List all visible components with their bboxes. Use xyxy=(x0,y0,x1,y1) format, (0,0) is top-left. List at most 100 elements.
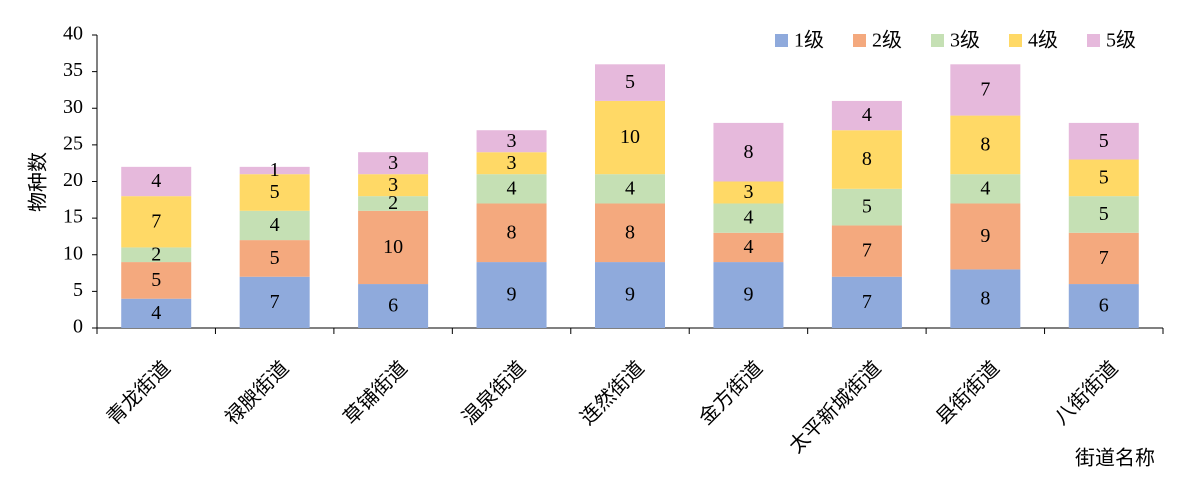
data-label: 9 xyxy=(625,284,635,306)
data-label: 9 xyxy=(743,284,753,306)
data-label: 5 xyxy=(151,269,161,291)
bar-segment xyxy=(950,64,1021,116)
data-label: 5 xyxy=(270,181,280,203)
data-label: 10 xyxy=(383,236,403,258)
bar-segment xyxy=(239,166,310,175)
y-tick-label: 20 xyxy=(63,169,83,191)
data-label: 4 xyxy=(980,177,990,199)
data-label: 9 xyxy=(507,284,517,306)
x-tick-label: 县街街道 xyxy=(931,357,1004,430)
data-label: 7 xyxy=(151,210,161,232)
x-tick-label: 太平新城街道 xyxy=(785,357,886,458)
legend-swatch xyxy=(775,34,788,47)
bar-segment xyxy=(595,100,665,175)
data-label: 4 xyxy=(270,214,280,236)
legend-label: 2级 xyxy=(872,29,902,52)
x-tick-label: 禄腴街道 xyxy=(221,357,294,430)
data-label: 6 xyxy=(1099,295,1109,317)
x-tick-label: 草铺街道 xyxy=(339,357,412,430)
x-tick-label: 连然街道 xyxy=(576,357,649,430)
data-label: 7 xyxy=(1099,247,1109,269)
x-tick-label: 温泉街道 xyxy=(458,357,531,430)
data-label: 5 xyxy=(270,247,280,269)
data-label: 5 xyxy=(1099,130,1109,152)
bar-segment xyxy=(831,225,902,277)
y-tick-label: 35 xyxy=(63,59,83,81)
bar-segment xyxy=(1068,284,1139,328)
bar-segment xyxy=(831,130,902,189)
y-tick-label: 5 xyxy=(73,279,83,301)
data-label: 3 xyxy=(507,152,517,174)
bar-segment xyxy=(950,174,1021,204)
bar-segment xyxy=(595,174,665,204)
legend-label: 4级 xyxy=(1028,29,1058,52)
bar-segment xyxy=(595,64,665,101)
bar-segment xyxy=(1068,232,1139,285)
data-label: 5 xyxy=(625,71,635,93)
legend-swatch xyxy=(853,34,866,47)
bar-segment xyxy=(239,174,310,211)
bar-segment xyxy=(595,203,665,263)
legend-label: 3级 xyxy=(950,29,980,52)
bar-segment xyxy=(358,284,429,328)
bar-segment xyxy=(476,203,547,263)
data-label: 6 xyxy=(388,295,398,317)
legend-label: 5级 xyxy=(1106,29,1136,52)
data-label: 8 xyxy=(625,221,635,243)
bar-segment xyxy=(358,152,429,175)
bar-segment xyxy=(121,196,192,248)
bar-segment xyxy=(831,188,902,226)
data-label: 4 xyxy=(151,302,161,324)
data-label: 7 xyxy=(862,291,872,313)
y-tick-label: 30 xyxy=(63,96,83,118)
bar-segment xyxy=(713,232,784,263)
data-label: 3 xyxy=(507,130,517,152)
bar-segment xyxy=(358,210,429,285)
data-label: 7 xyxy=(862,240,872,262)
x-tick-label: 金方街道 xyxy=(694,357,767,430)
data-label: 4 xyxy=(507,177,517,199)
data-label: 8 xyxy=(980,133,990,155)
data-label: 2 xyxy=(151,243,161,265)
bar-segment xyxy=(358,174,429,197)
data-label: 5 xyxy=(1099,203,1109,225)
data-label: 5 xyxy=(862,196,872,218)
y-tick-label: 15 xyxy=(63,206,83,228)
bar-segment xyxy=(831,100,902,131)
bar-segment xyxy=(1068,159,1139,197)
data-label: 8 xyxy=(743,141,753,163)
bar-segment xyxy=(239,276,310,328)
x-axis-label: 街道名称 xyxy=(1075,447,1155,470)
bar-segment xyxy=(1068,196,1139,233)
bar-segment xyxy=(713,122,784,182)
y-tick-label: 0 xyxy=(73,316,83,338)
data-label: 2 xyxy=(388,192,398,214)
data-label: 3 xyxy=(388,174,398,196)
bar-segment xyxy=(121,298,192,328)
data-label: 8 xyxy=(507,221,517,243)
bar-segment xyxy=(476,262,547,328)
data-label: 3 xyxy=(388,152,398,174)
bar-segment xyxy=(950,203,1021,270)
x-tick-label: 青龙街道 xyxy=(102,357,175,430)
bar-segment xyxy=(358,196,429,211)
bar-segment xyxy=(476,152,547,175)
bar-segment xyxy=(950,269,1021,328)
data-label: 4 xyxy=(743,207,753,229)
bar-segment xyxy=(476,174,547,204)
data-label: 7 xyxy=(980,79,990,101)
data-label: 4 xyxy=(151,170,161,192)
data-label: 8 xyxy=(980,287,990,309)
data-label: 10 xyxy=(620,126,640,148)
bar-segment xyxy=(476,130,547,153)
legend-swatch xyxy=(931,34,944,47)
data-label: 8 xyxy=(862,148,872,170)
bar-segment xyxy=(239,240,310,277)
data-label: 7 xyxy=(270,291,280,313)
bar-segment xyxy=(713,203,784,233)
data-label: 4 xyxy=(743,236,753,258)
bar-segment xyxy=(1068,122,1139,160)
legend-swatch xyxy=(1087,34,1100,47)
data-label: 5 xyxy=(1099,166,1109,188)
